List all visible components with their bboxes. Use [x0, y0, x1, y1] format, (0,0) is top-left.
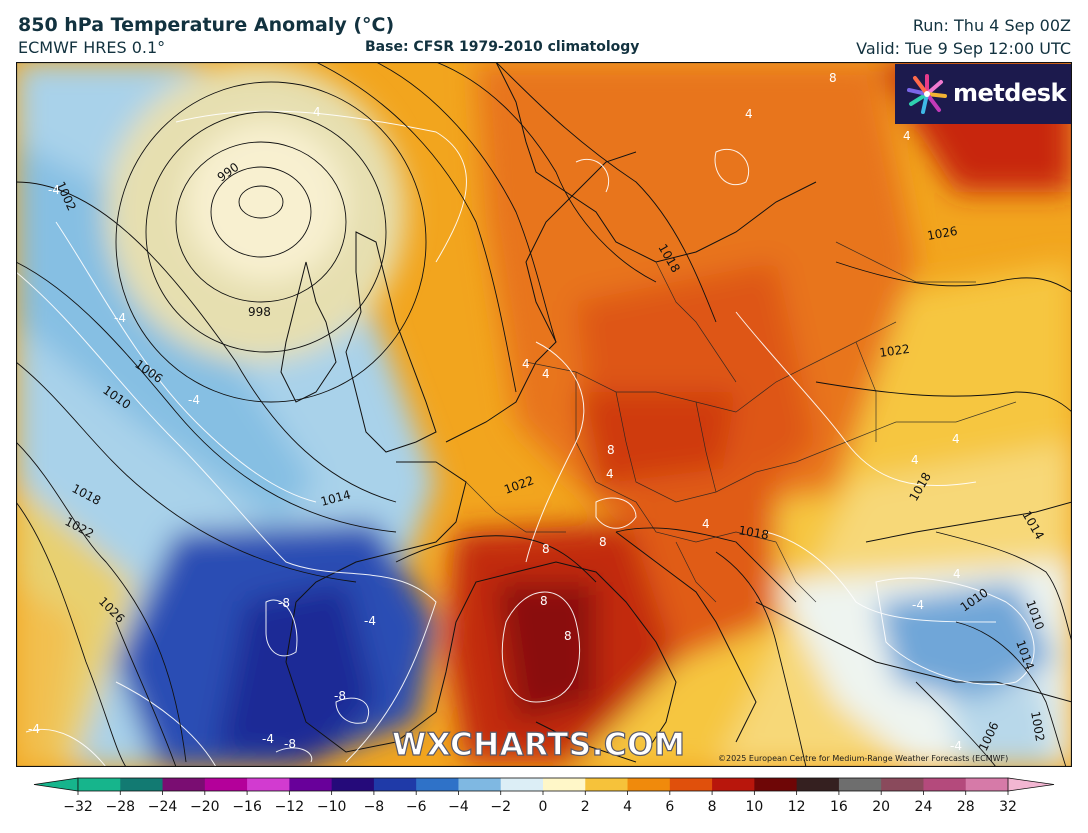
anomaly-label: 4 [542, 367, 550, 381]
colorbar-segment [78, 778, 121, 791]
anomaly-map: 990 998 1006 1010 1014 1018 1022 1026 10… [16, 62, 1072, 767]
anomaly-label: 8 [607, 443, 615, 457]
anomaly-label: 4 [522, 357, 530, 371]
anomaly-label: -4 [48, 183, 60, 197]
isobar-label: 1018 [737, 523, 770, 542]
colorbar-tick-label: −2 [490, 799, 511, 815]
colorbar-segment [458, 778, 502, 791]
chart-title: 850 hPa Temperature Anomaly (°C) [18, 14, 395, 36]
colorbar-tick-label: 12 [788, 799, 806, 815]
anomaly-label: 4 [903, 129, 911, 143]
metdesk-flower-icon [907, 74, 947, 114]
colorbar-tick-label: −10 [317, 799, 347, 815]
anomaly-label: 4 [313, 105, 321, 119]
colorbar-segment [373, 778, 417, 791]
anomaly-label: 4 [952, 432, 960, 446]
anomaly-label: -4 [28, 722, 40, 736]
colorbar-tick-label: 2 [581, 799, 590, 815]
colorbar-tick-label: 16 [830, 799, 848, 815]
anomaly-label: 8 [542, 542, 550, 556]
copyright-notice: ©2025 European Centre for Medium-Range W… [718, 754, 1009, 763]
anomaly-label: -4 [114, 311, 126, 325]
colorbar-segment [923, 778, 967, 791]
model-name: ECMWF HRES 0.1° [18, 38, 166, 57]
anomaly-label: -4 [262, 732, 274, 746]
anomaly-label: -4 [188, 393, 200, 407]
colorbar-tick-label: 20 [872, 799, 890, 815]
anomaly-label: 4 [606, 467, 614, 481]
wxcharts-watermark: WXCHARTS.COM [391, 726, 686, 763]
colorbar-segment [500, 778, 544, 791]
isobar-label: 1022 [878, 342, 910, 360]
map-frame [16, 62, 1072, 767]
colorbar-segment [416, 778, 459, 791]
colorbar-tick-label: 4 [623, 799, 632, 815]
colorbar-tick-label: 10 [745, 799, 763, 815]
colorbar-segment [627, 778, 671, 791]
colorbar-segment [585, 778, 629, 791]
isobars [16, 62, 1072, 767]
colorbar-tick-label: 6 [665, 799, 674, 815]
colorbar-tick-label: −8 [364, 799, 385, 815]
colorbar-tick-label: −16 [232, 799, 262, 815]
borders [465, 241, 1017, 603]
coastlines [280, 62, 1072, 763]
colorbar-tick-label: −6 [406, 799, 427, 815]
colorbar-tick-label: −28 [105, 799, 135, 815]
colorbar-segment [331, 778, 375, 791]
colorbar-tick-label: −12 [275, 799, 305, 815]
logo-text: metdesk [953, 79, 1066, 107]
anomaly-label: -4 [950, 739, 962, 753]
colorbar-min-arrow [33, 777, 79, 792]
anomaly-label: 4 [745, 107, 753, 121]
valid-time: Valid: Tue 9 Sep 12:00 UTC [856, 39, 1071, 58]
colorbar: −32 −28 −24 −20 −16 −12 −10 −8 −6 −4 −2 0 2 4 6 8 10 12 16… [33, 777, 1055, 815]
metdesk-logo: metdesk [895, 64, 1071, 124]
colorbar-tick-label: 24 [915, 799, 933, 815]
anomaly-label: -4 [912, 598, 924, 612]
colorbar-tick-label: 8 [708, 799, 717, 815]
isobar-label: 1026 [926, 224, 959, 243]
colorbar-tick-label: −32 [63, 799, 93, 815]
anomaly-label: -4 [364, 614, 376, 628]
isobar-label: 1002 [1028, 710, 1047, 743]
colorbar-ticks: −32 −28 −24 −20 −16 −12 −10 −8 −6 −4 −2 0 2 4 6 8 10 12 16… [63, 791, 1017, 815]
colorbar-segment [712, 778, 755, 791]
colorbar-segment [881, 778, 924, 791]
colorbar-tick-label: −20 [190, 799, 220, 815]
anomaly-label: -8 [284, 737, 296, 751]
colorbar-segment [838, 778, 882, 791]
isobar-label: 998 [248, 305, 271, 319]
climatology-base: Base: CFSR 1979-2010 climatology [365, 39, 640, 55]
colorbar-tick-label: 28 [957, 799, 975, 815]
anomaly-contours [16, 110, 1035, 767]
anomaly-label-group: -8 -8 -8 -4 -4 -4 -4 -4 -4 -4 4 4 4 4 4 … [28, 71, 962, 753]
colorbar-segments [33, 777, 1055, 792]
colorbar-segment [965, 778, 1009, 791]
anomaly-label: 8 [829, 71, 837, 85]
colorbar-segment [204, 778, 248, 791]
colorbar-segment [247, 778, 290, 791]
colorbar-tick-label: 32 [999, 799, 1017, 815]
colorbar-segment [289, 778, 333, 791]
anomaly-label: 8 [564, 629, 572, 643]
colorbar-segment [120, 778, 164, 791]
run-time: Run: Thu 4 Sep 00Z [912, 16, 1071, 35]
colorbar-tick-label: −24 [148, 799, 178, 815]
anomaly-label: 4 [953, 567, 961, 581]
anomaly-label: 8 [599, 535, 607, 549]
colorbar-segment [669, 778, 713, 791]
colorbar-tick-label: −4 [448, 799, 469, 815]
anomaly-label: -8 [278, 596, 290, 610]
anomaly-label: 4 [702, 517, 710, 531]
anomaly-label: 8 [540, 594, 548, 608]
colorbar-max-arrow [1007, 777, 1055, 792]
anomaly-label: 4 [911, 453, 919, 467]
colorbar-segment [796, 778, 840, 791]
colorbar-segment [543, 778, 586, 791]
colorbar-tick-label: 0 [539, 799, 548, 815]
anomaly-label: -8 [334, 689, 346, 703]
colorbar-segment [754, 778, 798, 791]
colorbar-segment [162, 778, 206, 791]
